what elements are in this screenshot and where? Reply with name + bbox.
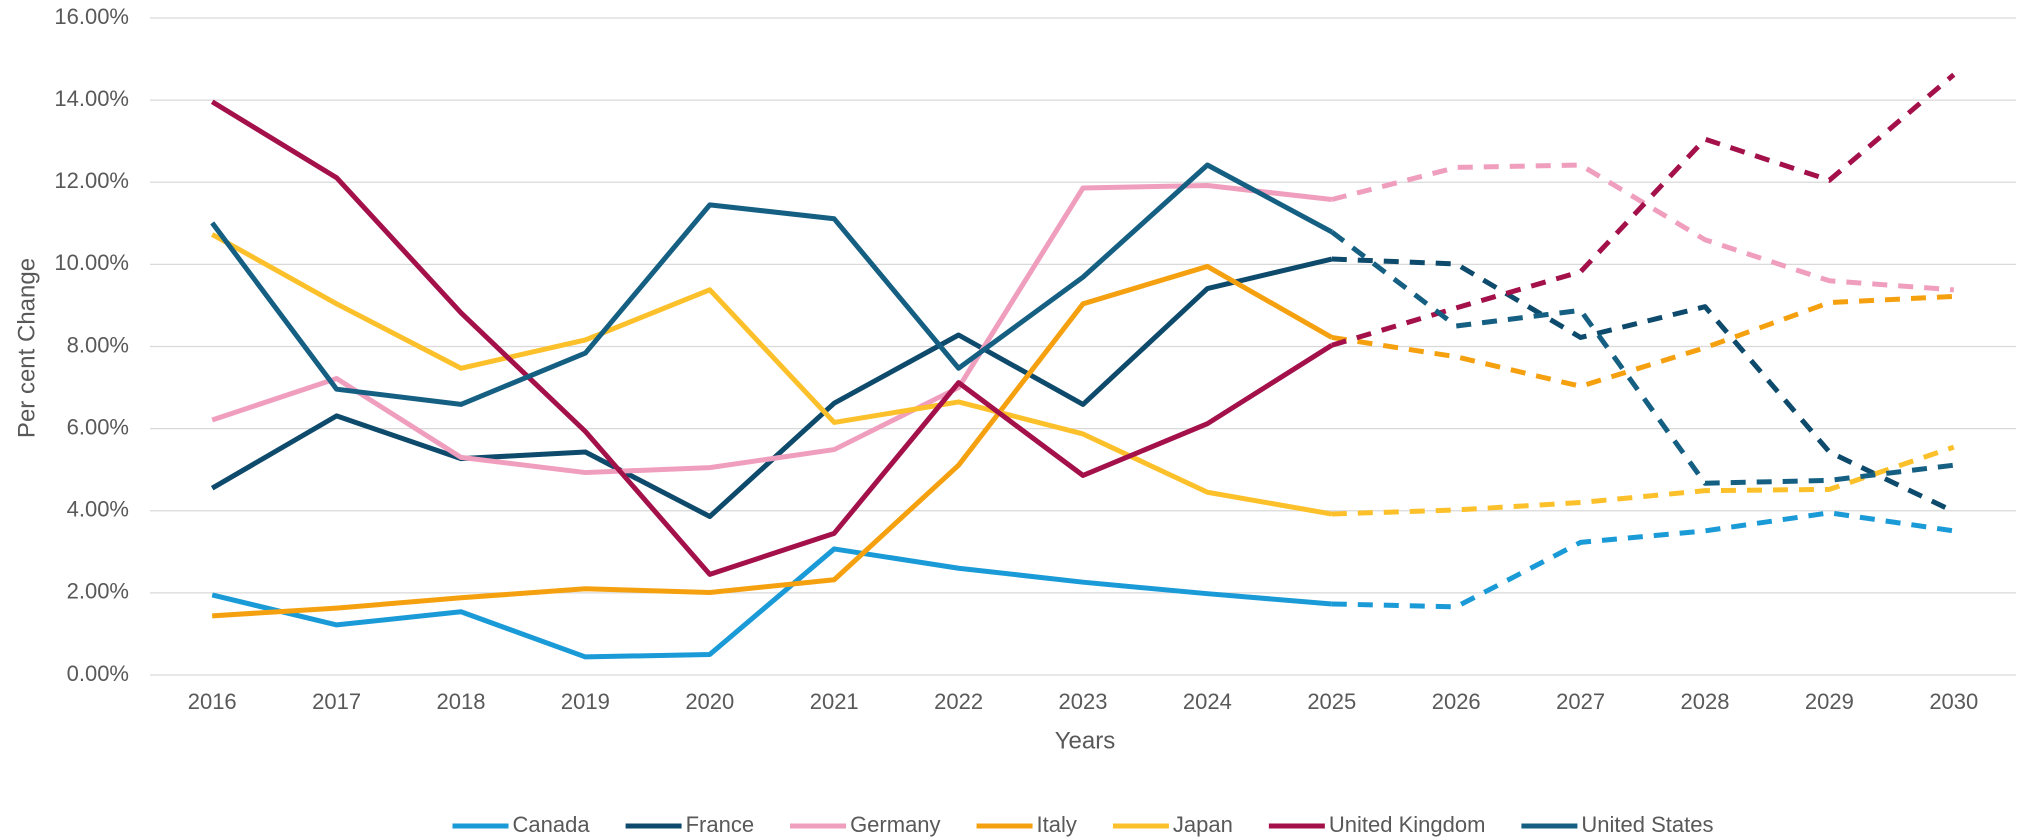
forecast-line (1331, 162, 1954, 293)
y-tick-label: 6.00% (67, 414, 129, 439)
legend-label: Italy (1037, 812, 1077, 837)
series-line (211, 546, 1333, 660)
x-axis-title: Years (1055, 727, 1116, 754)
legend-label: United Kingdom (1329, 812, 1486, 837)
x-tick-label: 2021 (810, 689, 859, 714)
series-line (211, 183, 1333, 476)
x-tick-label: 2026 (1432, 689, 1481, 714)
forecast-line (1331, 256, 1955, 514)
x-tick-label: 2022 (934, 689, 983, 714)
x-tick-label: 2017 (312, 689, 361, 714)
forecast-line (1330, 229, 1955, 486)
y-tick-label: 0.00% (67, 661, 129, 686)
x-tick-label: 2030 (1929, 689, 1978, 714)
y-tick-label: 10.00% (54, 250, 129, 275)
y-tick-label: 8.00% (67, 332, 129, 357)
y-axis-title: Per cent Change (13, 258, 40, 438)
series-line (210, 256, 1333, 519)
x-tick-label: 2019 (561, 689, 610, 714)
x-tick-label: 2029 (1805, 689, 1854, 714)
legend-label: Japan (1173, 812, 1233, 837)
y-tick-label: 14.00% (54, 86, 129, 111)
legend-label: France (686, 812, 754, 837)
series-line (210, 232, 1333, 517)
legend-label: Germany (850, 812, 940, 837)
series-line (212, 263, 1334, 619)
x-tick-label: 2020 (685, 689, 734, 714)
forecast-line (1331, 293, 1954, 389)
y-tick-label: 12.00% (54, 168, 129, 193)
series-line (210, 99, 1334, 577)
x-tick-label: 2025 (1307, 689, 1356, 714)
y-tick-label: 16.00% (54, 4, 129, 29)
series-line (210, 162, 1333, 407)
x-tick-label: 2024 (1183, 689, 1232, 714)
legend-label: United States (1581, 812, 1713, 837)
x-tick-label: 2028 (1681, 689, 1730, 714)
legend-label: Canada (513, 812, 591, 837)
legend: Canada France Germany Italy Japan United King… (452, 812, 1713, 837)
y-tick-label: 4.00% (67, 497, 129, 522)
forecast-line (1331, 444, 1955, 517)
x-tick-label: 2027 (1556, 689, 1605, 714)
x-tick-label: 2023 (1059, 689, 1108, 714)
forecast-line (1331, 72, 1956, 348)
y-tick-label: 2.00% (67, 579, 129, 604)
x-tick-label: 2018 (437, 689, 486, 714)
x-tick-label: 2016 (188, 689, 237, 714)
